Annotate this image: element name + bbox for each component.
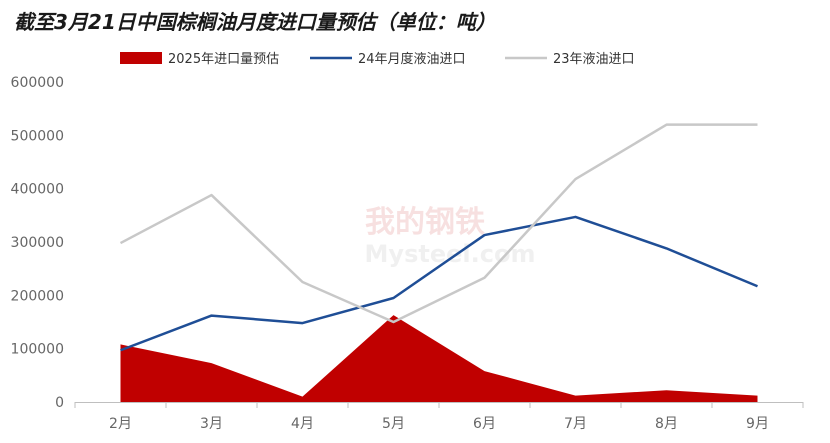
line-series-2 xyxy=(119,123,758,324)
legend-swatch-0 xyxy=(120,52,162,64)
x-tick-label: 8月 xyxy=(655,416,678,432)
x-tick-label: 4月 xyxy=(291,416,314,432)
x-axis: 2月 3月 4月 5月 6月 7月 8月 9月 xyxy=(74,402,804,432)
plot-area xyxy=(119,123,758,402)
x-tick-label: 2月 xyxy=(109,416,132,432)
y-tick-label: 300000 xyxy=(11,235,64,251)
area-series-0 xyxy=(120,315,758,402)
y-tick-label: 200000 xyxy=(11,288,64,304)
y-tick-label: 100000 xyxy=(11,342,64,358)
legend-label-1: 24年月度液油进口 xyxy=(358,51,466,67)
legend-label-0: 2025年进口量预估 xyxy=(168,52,279,67)
x-tick-label: 7月 xyxy=(564,416,587,432)
y-tick-label: 400000 xyxy=(11,182,64,198)
watermark-cn: 我的钢铁 xyxy=(365,205,485,240)
y-tick-label: 0 xyxy=(55,395,64,411)
x-tick-label: 3月 xyxy=(200,416,223,432)
y-tick-label: 600000 xyxy=(11,75,64,91)
x-tick-label: 6月 xyxy=(473,416,496,432)
legend: 2025年进口量预估 24年月度液油进口 23年液油进口 xyxy=(120,51,635,67)
chart-title: 截至3月21日中国棕榈油月度进口量预估（单位：吨） xyxy=(14,10,496,34)
legend-label-2: 23年液油进口 xyxy=(553,52,635,67)
y-tick-label: 500000 xyxy=(11,128,64,144)
watermark-en: Mysteel.com xyxy=(365,240,536,268)
y-axis: 0 100000 200000 300000 400000 500000 600000 xyxy=(11,75,64,411)
x-tick-label: 5月 xyxy=(382,416,405,432)
line-series-1 xyxy=(120,215,758,352)
x-tick-label: 9月 xyxy=(746,416,769,432)
